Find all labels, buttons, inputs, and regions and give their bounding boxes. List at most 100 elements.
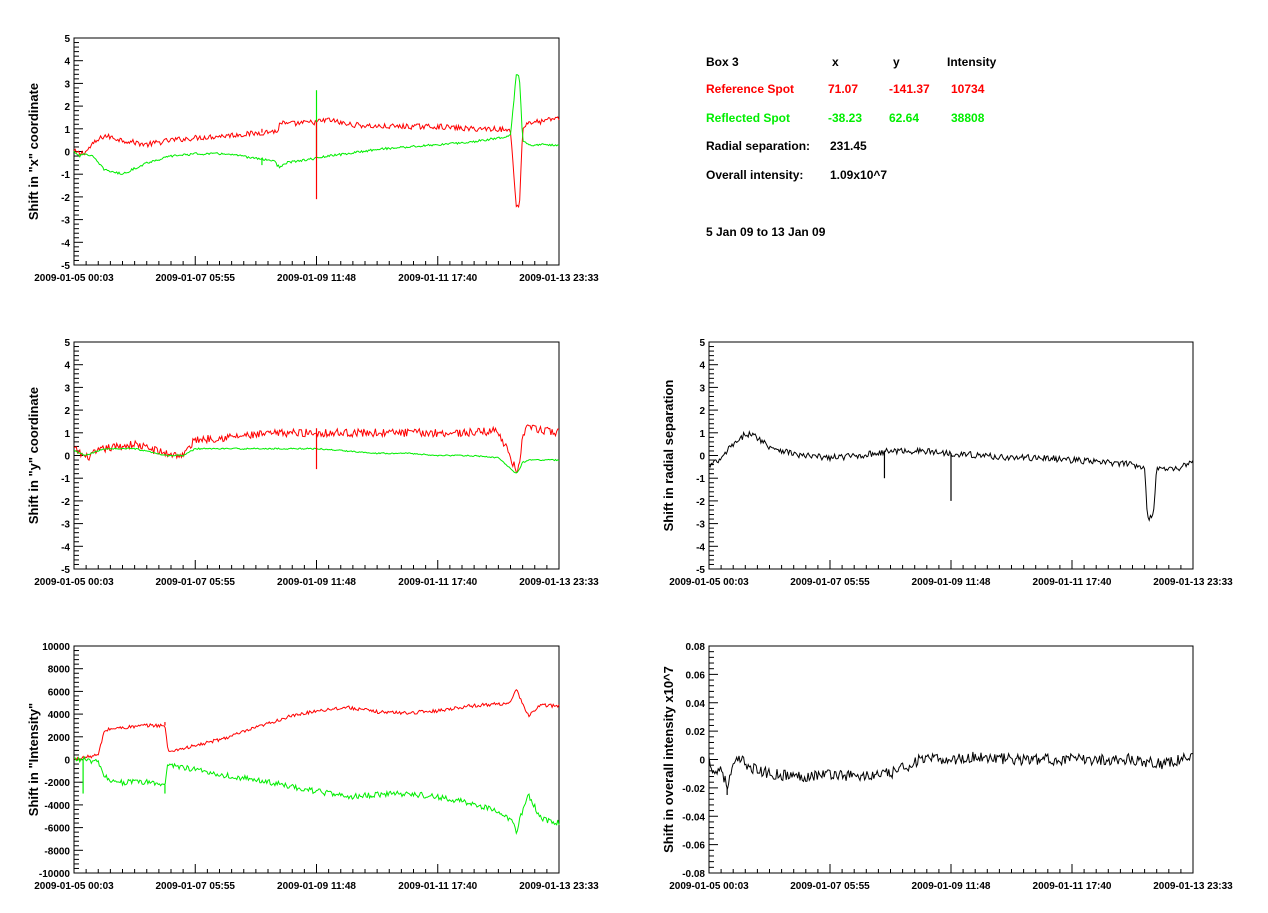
y-tick-label: -10000 xyxy=(39,869,71,880)
date-range: 5 Jan 09 to 13 Jan 09 xyxy=(706,225,826,239)
x-tick-label: 2009-01-09 11:48 xyxy=(277,577,356,588)
y-tick-label: 2 xyxy=(64,102,70,113)
x-tick-label: 2009-01-05 00:03 xyxy=(669,577,749,588)
x-tick-label: 2009-01-07 05:55 xyxy=(790,577,870,588)
column-header-x: x xyxy=(832,55,839,69)
plot-frame xyxy=(73,645,560,874)
y-tick-label: -5 xyxy=(696,565,705,576)
x-tick-label: 2009-01-09 11:48 xyxy=(912,881,991,892)
series-line-reference-spot xyxy=(73,688,560,761)
x-tick-label: 2009-01-07 05:55 xyxy=(155,577,235,588)
y-tick-label: 4 xyxy=(699,361,705,372)
y-tick-label: 0.02 xyxy=(686,727,706,738)
y-tick-label: 2000 xyxy=(48,733,71,744)
x-tick-label: 2009-01-11 17:40 xyxy=(1033,881,1112,892)
y-tick-label: 8000 xyxy=(48,665,71,676)
y-tick-label: 1 xyxy=(64,125,70,136)
y-tick-label: 6000 xyxy=(48,687,71,698)
y-tick-label: 5 xyxy=(699,338,705,349)
y-axis-title: Shift in overall intensity x10^7 xyxy=(661,666,676,853)
reference-spot-label: Reference Spot xyxy=(706,82,795,96)
y-tick-label: 0 xyxy=(699,452,705,463)
x-tick-label: 2009-01-07 05:55 xyxy=(155,881,235,892)
y-tick-label: -1 xyxy=(696,474,705,485)
chart-radial-shift: -5 -4 -3 -2 -1 0 1 2 3 4 5 2009-01-05 00:03 2009-01-… xyxy=(661,338,1233,588)
box-label: Box 3 xyxy=(706,55,739,69)
x-tick-label: 2009-01-13 23:33 xyxy=(1153,577,1233,588)
chart-overall-intensity-shift: -0.08 -0.06 -0.04 -0.02 0 0.02 0.04 0.06 0.08 200… xyxy=(661,642,1233,892)
y-tick-label: -3 xyxy=(61,520,70,531)
chart-x-shift: -5 -4 -3 -2 -1 0 1 2 3 4 5 2009-01-05 00:03 2009-01-… xyxy=(26,34,599,284)
plot-frame xyxy=(708,645,1194,874)
series-line-value xyxy=(708,751,1194,790)
y-tick-label: -2 xyxy=(61,497,70,508)
x-tick-label: 2009-01-05 00:03 xyxy=(34,577,114,588)
y-tick-label: 0 xyxy=(64,756,70,767)
y-tick-label: 10000 xyxy=(42,642,70,653)
x-tick-label: 2009-01-05 00:03 xyxy=(34,273,114,284)
y-tick-label: 0.06 xyxy=(686,670,706,681)
y-tick-label: 0 xyxy=(64,452,70,463)
y-tick-label: 3 xyxy=(64,383,70,394)
y-tick-label: 0 xyxy=(699,756,705,767)
reflected-spot-x: -38.23 xyxy=(828,111,863,125)
y-tick-label: 0 xyxy=(64,148,70,159)
y-tick-label: 5 xyxy=(64,34,70,45)
x-tick-label: 2009-01-11 17:40 xyxy=(398,273,477,284)
x-tick-label: 2009-01-11 17:40 xyxy=(398,881,477,892)
x-tick-label: 2009-01-07 05:55 xyxy=(155,273,235,284)
reflected-spot-y: 62.64 xyxy=(889,111,920,125)
y-tick-label: -4000 xyxy=(44,801,70,812)
radial-separation-value: 231.45 xyxy=(830,139,867,153)
x-tick-label: 2009-01-13 23:33 xyxy=(1153,881,1233,892)
y-tick-label: -0.04 xyxy=(682,812,705,823)
x-tick-label: 2009-01-13 23:33 xyxy=(519,273,599,284)
y-tick-label: -5 xyxy=(61,261,70,272)
chart-y-shift: -5 -4 -3 -2 -1 0 1 2 3 4 5 2009-01-05 00:03 2009-01-… xyxy=(26,338,599,588)
y-tick-label: 0.08 xyxy=(686,642,706,653)
y-axis-title: Shift in "y" coordinate xyxy=(26,387,41,524)
y-tick-label: 5 xyxy=(64,338,70,349)
overall-intensity-label: Overall intensity: xyxy=(706,168,804,182)
y-tick-label: -0.08 xyxy=(682,869,705,880)
y-tick-label: 1 xyxy=(699,429,705,440)
y-tick-label: -4 xyxy=(61,542,70,553)
y-tick-label: 3 xyxy=(699,383,705,394)
reference-spot-x: 71.07 xyxy=(828,82,859,96)
y-tick-label: 1 xyxy=(64,429,70,440)
y-tick-label: -1 xyxy=(61,474,70,485)
y-tick-label: 4 xyxy=(64,361,70,372)
x-tick-label: 2009-01-11 17:40 xyxy=(1033,577,1112,588)
x-tick-label: 2009-01-13 23:33 xyxy=(519,577,599,588)
y-tick-label: -3 xyxy=(696,520,705,531)
x-tick-label: 2009-01-09 11:48 xyxy=(277,881,356,892)
y-tick-label: -2 xyxy=(61,193,70,204)
y-tick-label: -2 xyxy=(696,497,705,508)
y-tick-label: -0.06 xyxy=(682,841,705,852)
y-tick-label: -4 xyxy=(61,238,70,249)
overall-intensity-value: 1.09x10^7 xyxy=(830,168,888,182)
y-tick-label: -8000 xyxy=(44,846,70,857)
y-tick-label: 3 xyxy=(64,79,70,90)
y-tick-label: -6000 xyxy=(44,824,70,835)
chart-intensity-shift: -10000 -8000 -6000 -4000 -2000 0 2000 4000 6000 8… xyxy=(26,642,599,892)
y-tick-label: 2 xyxy=(64,406,70,417)
x-tick-label: 2009-01-09 11:48 xyxy=(277,273,356,284)
y-axis-title: Shift in radial separation xyxy=(661,380,676,532)
reference-spot-intensity: 10734 xyxy=(951,82,985,96)
y-tick-label: -1 xyxy=(61,170,70,181)
x-tick-label: 2009-01-05 00:03 xyxy=(34,881,114,892)
y-tick-label: -3 xyxy=(61,216,70,227)
y-tick-label: 2 xyxy=(699,406,705,417)
reference-spot-y: -141.37 xyxy=(889,82,930,96)
y-tick-label: 0.04 xyxy=(686,699,706,710)
radial-separation-label: Radial separation: xyxy=(706,139,811,153)
series-line-reflected-spot xyxy=(73,755,560,835)
y-tick-label: 4 xyxy=(64,57,70,68)
column-header-y: y xyxy=(893,55,900,69)
y-tick-label: -5 xyxy=(61,565,70,576)
x-tick-label: 2009-01-13 23:33 xyxy=(519,881,599,892)
y-tick-label: -4 xyxy=(696,542,705,553)
x-tick-label: 2009-01-11 17:40 xyxy=(398,577,477,588)
